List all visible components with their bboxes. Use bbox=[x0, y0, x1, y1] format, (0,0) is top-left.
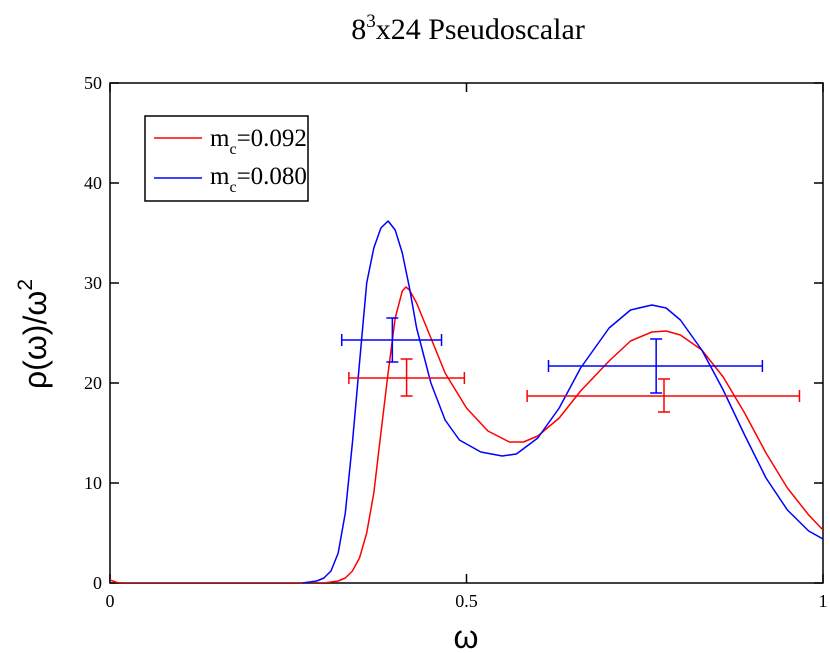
y-tick-label-30: 30 bbox=[84, 273, 102, 293]
y-tick-label-40: 40 bbox=[84, 173, 102, 193]
y-axis-label-base: ρ(ω)/ω bbox=[17, 291, 53, 389]
y-tick-label-20: 20 bbox=[84, 373, 102, 393]
error-marker-m-c-0-092-2 bbox=[348, 358, 466, 397]
series-line-m-c-0-092 bbox=[110, 286, 823, 583]
y-tick-label-0: 0 bbox=[93, 573, 102, 593]
title-rest: x24 Pseudoscalar bbox=[376, 13, 585, 46]
series-layer bbox=[110, 220, 823, 583]
error-marker-m-c-0-080-1 bbox=[547, 338, 764, 394]
x-tick-label-1: 1 bbox=[819, 591, 828, 611]
legend: mc=0.092 mc=0.080 bbox=[144, 115, 309, 202]
title-base: 8 bbox=[351, 13, 366, 46]
legend-box bbox=[144, 115, 309, 202]
legend-label-mc-0092: mc=0.092 bbox=[210, 125, 307, 158]
x-tick-label-0: 0 bbox=[106, 591, 115, 611]
errorbar-layer bbox=[340, 317, 801, 413]
x-axis-label: ω bbox=[454, 619, 479, 653]
error-marker-m-c-0-092-3 bbox=[526, 378, 801, 413]
y-axis-label-superscript: 2 bbox=[14, 279, 37, 291]
error-marker-m-c-0-080-0 bbox=[340, 317, 443, 363]
y-axis-label: ρ(ω)/ω2 bbox=[14, 279, 53, 389]
x-tick-label-0-5: 0.5 bbox=[455, 591, 478, 611]
chart-title: 83x24 Pseudoscalar bbox=[351, 11, 585, 46]
y-tick-label-10: 10 bbox=[84, 473, 102, 493]
legend-label-mc-0080: mc=0.080 bbox=[210, 163, 307, 196]
y-tick-label-50: 50 bbox=[84, 73, 102, 93]
series-line-m-c-0-080 bbox=[302, 220, 823, 583]
title-superscript: 3 bbox=[366, 11, 376, 32]
